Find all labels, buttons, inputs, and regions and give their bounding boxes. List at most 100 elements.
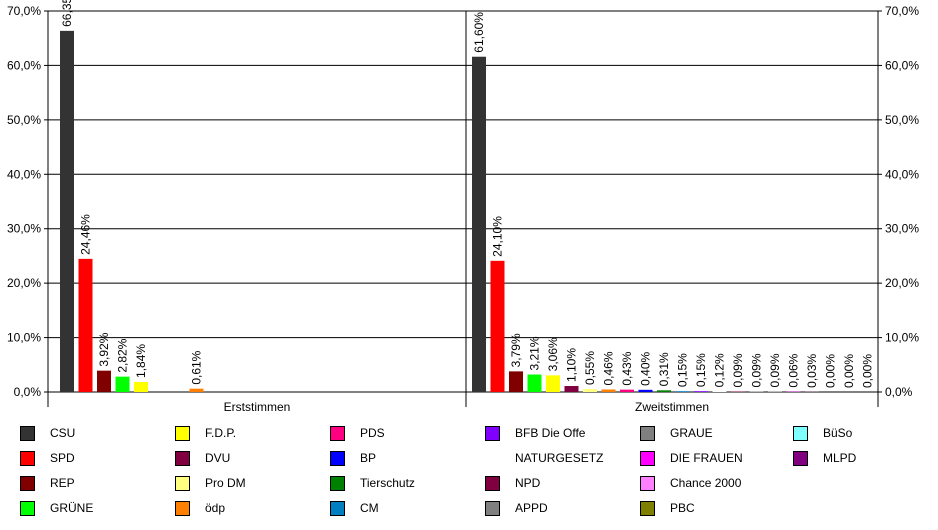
legend-label: REP <box>50 476 75 490</box>
legend-label: F.D.P. <box>205 426 237 440</box>
legend-item: BFB Die Offe <box>485 424 585 442</box>
legend-item: Pro DM <box>175 474 246 492</box>
legend-swatch <box>20 500 35 516</box>
legend-label: PBC <box>670 501 695 515</box>
bar-data-label: 3,92% <box>97 332 111 366</box>
bar <box>675 391 690 392</box>
legend-item: NPD <box>485 474 540 492</box>
bar-data-label: 0,09% <box>731 353 745 387</box>
bar-data-label: 1,84% <box>134 344 148 378</box>
legend-item: PBC <box>640 499 695 517</box>
legend-label: Tierschutz <box>360 476 415 490</box>
bar <box>509 371 523 392</box>
legend-swatch <box>485 425 500 441</box>
bar-data-label: 0,09% <box>750 353 764 387</box>
legend-swatch <box>20 450 35 466</box>
bar-data-label: 0,00% <box>861 354 875 388</box>
legend-swatch <box>175 475 190 491</box>
y-tick-label-left: 70,0% <box>7 4 41 18</box>
bar-data-label: 0,46% <box>602 351 616 385</box>
legend-label: Chance 2000 <box>670 476 742 490</box>
bar-data-label: 0,09% <box>768 353 782 387</box>
y-tick-label-left: 20,0% <box>7 276 41 290</box>
bar-data-label: 0,15% <box>676 353 690 387</box>
legend-label: CSU <box>50 426 76 440</box>
legend-item: CSU <box>20 424 75 442</box>
bar <box>620 389 634 392</box>
legend-swatch <box>793 425 808 441</box>
bar-data-label: 2,82% <box>116 338 130 372</box>
bar <box>472 56 486 392</box>
bar-data-label: 0,03% <box>805 353 819 387</box>
y-axis-right-ticks: 0,0% 10,0% 20,0% 30,0% 40,0% 50,0% 60,0% 70,0% <box>878 4 919 399</box>
legend-label: CM <box>360 501 379 515</box>
bar <box>601 389 616 392</box>
y-tick-label-left: 50,0% <box>7 113 41 127</box>
legend-item: MLPD <box>793 449 856 467</box>
bar-data-label: 0,12% <box>713 353 727 387</box>
y-tick-label-right: 60,0% <box>885 58 919 72</box>
legend-swatch <box>330 450 345 466</box>
bar <box>60 30 74 393</box>
legend-swatch <box>175 425 190 441</box>
bar-data-label: 24,10% <box>491 216 505 257</box>
legend-swatch <box>175 450 190 466</box>
bar-data-label: 3,79% <box>509 333 523 367</box>
y-tick-label-left: 30,0% <box>7 222 41 236</box>
group-label: Erststimmen <box>224 400 291 414</box>
bar-chart: 0,0%10,0%20,0%30,0%40,0%50,0%60,0%70,0% … <box>7 0 919 414</box>
bar <box>490 260 505 392</box>
bar <box>694 391 708 392</box>
bar-data-label: 0,43% <box>620 351 634 385</box>
y-tick-label-right: 20,0% <box>885 276 919 290</box>
y-tick-label-right: 10,0% <box>885 331 919 345</box>
legend-label: BüSo <box>823 426 853 440</box>
legend-item: DVU <box>175 449 230 467</box>
legend-swatch <box>640 475 655 491</box>
bar <box>583 389 597 392</box>
y-tick-label-right: 70,0% <box>885 4 919 18</box>
bar-data-label: 3,21% <box>528 336 542 370</box>
gridlines <box>48 10 878 339</box>
legend-swatch <box>485 450 500 466</box>
legend-label: ödp <box>205 501 226 515</box>
legend-swatch <box>640 500 655 516</box>
bar <box>546 375 560 392</box>
bar <box>657 390 671 392</box>
legend-item: REP <box>20 474 75 492</box>
legend-swatch <box>640 450 655 466</box>
legend-item: DIE FRAUEN <box>640 449 743 467</box>
group-labels: Erststimmen Zweitstimmen <box>224 400 709 414</box>
legend-item: Chance 2000 <box>640 474 741 492</box>
legend-label: MLPD <box>823 451 857 465</box>
legend-item: GRAUE <box>640 424 713 442</box>
y-tick-label-right: 50,0% <box>885 113 919 127</box>
bar-labels: 66,35% 24,46% 3,92% 2,82% 1,84% 0,61% 61,60% 24… <box>60 0 875 388</box>
legend-label: BP <box>360 451 377 465</box>
legend-item: BüSo <box>793 424 852 442</box>
legend-label: BFB Die Offe <box>515 426 586 440</box>
bar-data-label: 0,55% <box>583 351 597 385</box>
legend-label: NPD <box>515 476 541 490</box>
legend-swatch <box>330 475 345 491</box>
legend-item: BP <box>330 449 376 467</box>
bar-data-label: 0,06% <box>787 353 801 387</box>
legend: CSU SPD REP GRÜNE F.D.P. DVU Pro DM ödp PDS BP Tie… <box>20 424 920 524</box>
legend-label: GRÜNE <box>50 501 94 515</box>
bar-data-label: 0,00% <box>842 354 856 388</box>
legend-label: SPD <box>50 451 75 465</box>
y-tick-label-right: 40,0% <box>885 167 919 181</box>
legend-swatch <box>485 500 500 516</box>
legend-label: APPD <box>515 501 548 515</box>
legend-label: GRAUE <box>670 426 713 440</box>
legend-label: PDS <box>360 426 385 440</box>
legend-item: SPD <box>20 449 75 467</box>
legend-swatch <box>485 475 500 491</box>
bar-data-label: 0,40% <box>639 351 653 385</box>
legend-swatch <box>330 425 345 441</box>
bar-data-label: 0,31% <box>657 352 671 386</box>
legend-label: DVU <box>205 451 231 465</box>
bar <box>638 389 653 392</box>
axes <box>47 11 879 407</box>
bars <box>60 30 819 393</box>
